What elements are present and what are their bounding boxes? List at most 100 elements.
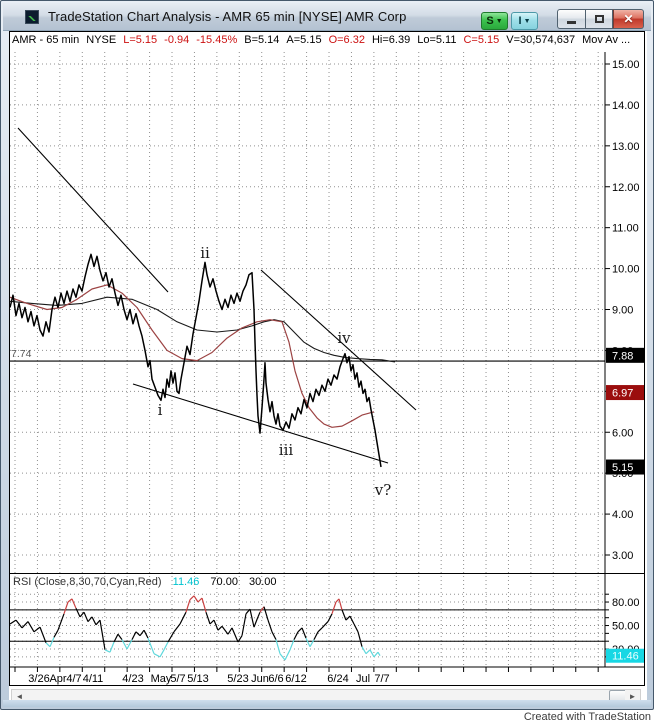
price-axis-label: 12.00	[612, 182, 640, 194]
rsi-series-segment	[209, 619, 215, 625]
rsi-name: RSI (Close,8,30,70,Cyan,Red)	[13, 576, 162, 588]
rsi-series-segment	[147, 637, 155, 654]
price-axis-label: 11.00	[612, 223, 639, 235]
status-button[interactable]: S ▼	[481, 12, 508, 30]
date-axis-label: 4/7	[66, 673, 81, 685]
maximize-button[interactable]	[585, 9, 613, 29]
rsi-series-segment	[309, 639, 315, 647]
rsi-current-value: 11.46	[172, 576, 200, 588]
rsi-series-segment	[353, 623, 359, 633]
rsi-series-segment	[83, 611, 89, 622]
rsi-series-segment	[301, 627, 307, 639]
minimize-button[interactable]	[557, 9, 585, 29]
price-axis-label: 3.00	[612, 550, 633, 562]
minimize-icon	[567, 21, 576, 24]
info-segment: B=5.14	[244, 34, 280, 46]
date-axis-label: 4/23	[122, 673, 143, 685]
price-axis-label: 9.00	[612, 305, 633, 317]
info-segment: -15.45%	[196, 34, 238, 46]
price-series	[10, 253, 382, 468]
rsi-series-segment	[63, 601, 69, 614]
window-title: TradeStation Chart Analysis - AMR 65 min…	[48, 9, 407, 24]
rsi-series-segment	[139, 629, 145, 637]
rsi-series-segment	[263, 606, 269, 621]
rsi-badge-label: 11.46	[612, 651, 639, 663]
rsi-series-segment	[345, 615, 351, 621]
rsi-indicator-label: RSI (Close,8,30,70,Cyan,Red) 11.46 70.00…	[13, 576, 277, 588]
date-axis-label: 4/11	[83, 673, 104, 685]
indicator-button-label: I	[518, 15, 522, 27]
date-axis-label: 5/7	[170, 673, 185, 685]
info-segment: NYSE	[86, 34, 117, 46]
rsi-series-segment	[167, 631, 175, 643]
date-axis-label: 6/24	[327, 673, 348, 685]
wave-annotation: iv	[337, 329, 351, 347]
rsi-series-segment	[159, 649, 165, 658]
rsi-series-segment	[173, 623, 181, 633]
rsi-series-segment	[293, 631, 299, 640]
date-axis-label: Jun	[251, 673, 269, 685]
rsi-series-segment	[297, 627, 303, 633]
rsi-series-segment	[267, 619, 273, 632]
date-axis-label: 7/7	[374, 673, 389, 685]
rsi-series-segment	[21, 621, 29, 629]
price-badge	[606, 347, 644, 363]
chart-client-area: AMR - 65 min NYSE L=5.15 -0.94 -15.45% B=5.14…	[9, 31, 647, 704]
rsi-series-segment	[245, 608, 251, 615]
rsi-series-segment	[27, 621, 35, 633]
rsi-series-segment	[205, 612, 211, 625]
rsi-series-segment	[163, 641, 169, 651]
rsi-series-segment	[377, 651, 381, 656]
close-icon: ✕	[623, 12, 634, 26]
wave-annotation: ii	[200, 244, 210, 262]
date-axis-label: 6/12	[285, 673, 306, 685]
date-axis-label: Jul	[356, 673, 370, 685]
scroll-left-arrow-icon[interactable]: ◄	[12, 690, 27, 703]
rsi-series-segment	[117, 633, 123, 640]
rsi-series-segment	[338, 598, 343, 611]
rsi-series-segment	[143, 629, 149, 639]
scroll-right-arrow-icon[interactable]: ►	[625, 690, 640, 703]
rsi-series-segment	[109, 641, 115, 653]
moving-average-slow	[10, 296, 396, 363]
date-axis-label: May	[151, 673, 172, 685]
wave-annotation: v?	[374, 481, 392, 499]
rsi-series-segment	[57, 613, 65, 631]
title-bar[interactable]: TradeStation Chart Analysis - AMR 65 min…	[3, 3, 651, 31]
price-axis-label: 6.00	[612, 427, 633, 439]
rsi-series-segment	[341, 609, 347, 621]
rsi-series-segment	[369, 649, 375, 658]
maximize-icon	[594, 15, 604, 23]
rsi-series-segment	[213, 619, 219, 631]
rsi-series-segment	[231, 627, 239, 643]
horizontal-line-label: 7.74	[11, 348, 32, 360]
rsi-series-segment	[331, 601, 337, 614]
rsi-series-segment	[99, 620, 106, 650]
rsi-series-segment	[275, 639, 281, 654]
rsi-series-segment	[91, 616, 97, 626]
rsi-series-segment	[257, 611, 261, 618]
rsi-series-segment	[15, 619, 23, 629]
rsi-series-segment	[317, 627, 323, 633]
date-axis-label: 6/6	[268, 673, 283, 685]
rsi-series-segment	[71, 598, 77, 609]
date-axis-label: Apr	[49, 673, 66, 685]
chart-canvas[interactable]: 15.0014.0013.0012.0011.0010.009.008.007.…	[10, 32, 646, 687]
chart-frame: AMR - 65 min NYSE L=5.15 -0.94 -15.45% B=5.14…	[9, 31, 646, 704]
indicator-button[interactable]: I ▼	[511, 12, 538, 30]
rsi-series-segment	[279, 653, 286, 661]
rsi-series-segment	[305, 637, 311, 647]
rsi-series-segment	[49, 637, 55, 647]
info-segment: A=5.15	[286, 34, 322, 46]
rsi-band-high: 70.00	[210, 576, 238, 588]
rsi-series-segment	[53, 629, 59, 638]
info-segment: V=30,574,637	[506, 34, 576, 46]
rsi-series-segment	[153, 653, 161, 658]
rsi-series-segment	[253, 616, 259, 628]
caption-buttons: ✕	[557, 9, 644, 29]
info-segment: AMR - 65 min	[12, 34, 80, 46]
price-axis-label: 15.00	[612, 59, 640, 71]
close-button[interactable]: ✕	[613, 9, 644, 29]
price-axis-label: 4.00	[612, 509, 633, 521]
rsi-series-segment	[284, 649, 291, 661]
